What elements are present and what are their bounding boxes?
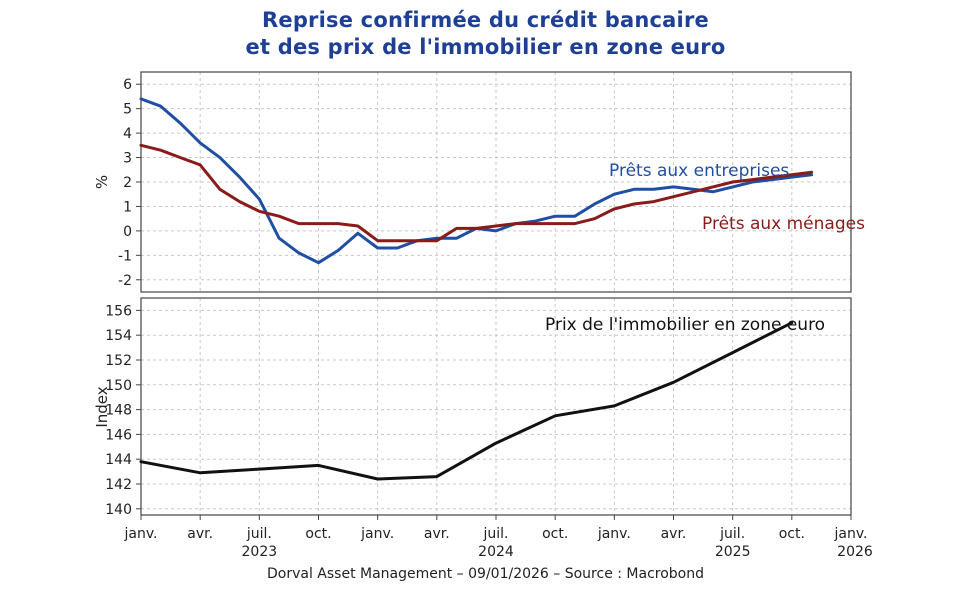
x-year-label: 2025 bbox=[715, 544, 751, 560]
loans-frame bbox=[140, 71, 852, 293]
loans-annotation-menages: Prêts aux ménages bbox=[702, 214, 865, 234]
x-year-label: 2023 bbox=[242, 544, 278, 560]
house-ytick-label: 144 bbox=[105, 452, 132, 468]
x-tick-label: oct. bbox=[779, 526, 805, 542]
house-y-axis-label: Index bbox=[93, 386, 111, 427]
house-ytick-label: 152 bbox=[105, 353, 132, 369]
x-tick-label: avr. bbox=[661, 526, 687, 542]
x-tick-label: juil. bbox=[483, 526, 509, 542]
x-tick-label: juil. bbox=[246, 526, 272, 542]
loans-ytick-label: 6 bbox=[123, 77, 132, 93]
x-tick-label: janv. bbox=[597, 526, 631, 542]
loans-panel: -2 -1 0 1 2 3 4 5 6% Prêts aux entreprises Prêts a… bbox=[93, 71, 865, 293]
x-tick-label: juil. bbox=[719, 526, 745, 542]
house-annotation-immobilier: Prix de l'immobilier en zone euro bbox=[545, 315, 825, 335]
house-ytick-label: 148 bbox=[105, 403, 132, 419]
x-tick-label: janv. bbox=[124, 526, 158, 542]
loans-ytick-label: 0 bbox=[123, 224, 132, 240]
house-price-panel: 140 142 144 146 148 150 152 154 156 Index Prix de … bbox=[93, 297, 852, 518]
footer-source: Dorval Asset Management – 09/01/2026 – S… bbox=[266, 566, 705, 582]
loans-series-line-1 bbox=[139, 143, 814, 243]
x-tick-label: oct. bbox=[542, 526, 568, 542]
house-series-line-0 bbox=[139, 321, 794, 481]
x-tick-label: oct. bbox=[305, 526, 331, 542]
house-ytick-label: 140 bbox=[105, 502, 132, 518]
loans-ytick-label: 2 bbox=[123, 175, 132, 191]
house-ytick-label: 146 bbox=[105, 427, 132, 443]
house-ytick-label: 156 bbox=[105, 303, 132, 319]
x-tick-label: janv. bbox=[834, 526, 868, 542]
x-axis: janv. avr. juil. oct. janv. avr. juil. oct. janv… bbox=[124, 515, 873, 560]
house-ytick-label: 150 bbox=[105, 378, 132, 394]
loans-ytick-label: 5 bbox=[123, 102, 132, 118]
chart-title-line2: et des prix de l'immobilier en zone euro bbox=[245, 35, 726, 59]
house-ytick-label: 154 bbox=[105, 328, 132, 344]
loans-annotation-entreprises: Prêts aux entreprises bbox=[609, 161, 789, 181]
x-year-label: 2026 bbox=[837, 544, 873, 560]
loans-ytick-label: 4 bbox=[123, 126, 132, 142]
chart-title-line1: Reprise confirmée du crédit bancaire bbox=[262, 8, 709, 32]
loans-ytick-label: -2 bbox=[118, 273, 132, 289]
x-tick-label: avr. bbox=[187, 526, 213, 542]
loans-ytick-label: -1 bbox=[118, 248, 132, 264]
x-year-label: 2024 bbox=[478, 544, 514, 560]
x-tick-label: janv. bbox=[360, 526, 394, 542]
loans-y-axis-label: % bbox=[93, 175, 111, 189]
loans-ytick-label: 3 bbox=[123, 151, 132, 167]
loans-ytick-label: 1 bbox=[123, 199, 132, 215]
x-tick-label: avr. bbox=[424, 526, 450, 542]
house-ytick-label: 142 bbox=[105, 477, 132, 493]
